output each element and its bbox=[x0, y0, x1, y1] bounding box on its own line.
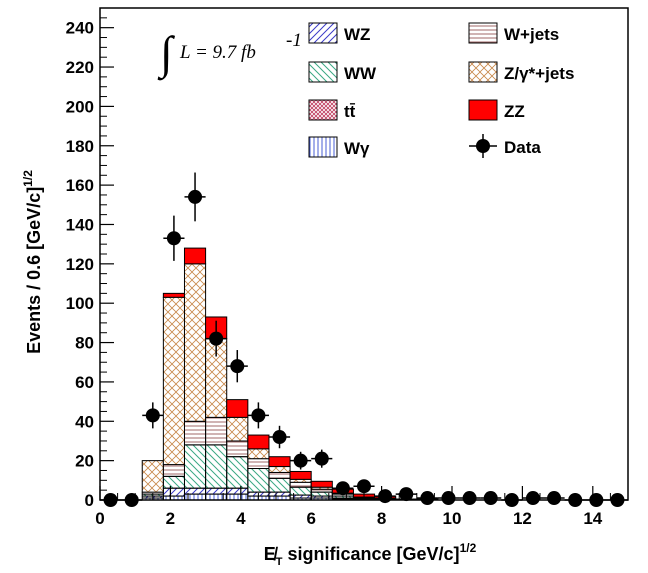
data-point-4 bbox=[184, 172, 206, 222]
y-axis-label-sup: 1/2 bbox=[21, 170, 35, 187]
y-tick-label-1: 20 bbox=[75, 452, 94, 471]
y-tick-label-5: 100 bbox=[66, 294, 94, 313]
bar-zz-7 bbox=[268, 456, 291, 468]
bar-zz-9 bbox=[310, 480, 333, 488]
x-axis-label-main: E̸ bbox=[264, 544, 279, 564]
bar-ww-2 bbox=[162, 475, 185, 489]
bar-dy-7 bbox=[268, 466, 291, 473]
y-tick-label-9: 180 bbox=[66, 137, 94, 156]
bar-wjets-6 bbox=[247, 458, 270, 470]
x-tick-label-0: 0 bbox=[95, 509, 104, 528]
data-point-6 bbox=[226, 350, 248, 383]
x-tick-label-6: 12 bbox=[513, 509, 532, 528]
luminosity-exponent: -1 bbox=[286, 30, 302, 51]
bar-wjets-5 bbox=[226, 440, 249, 458]
bar-dy-6 bbox=[247, 448, 270, 460]
legend-label-ww: WW bbox=[344, 64, 377, 83]
data-point-12 bbox=[353, 479, 375, 494]
data-point-10 bbox=[311, 449, 333, 468]
legend-label-wz: WZ bbox=[344, 25, 370, 44]
data-points bbox=[100, 172, 628, 507]
legend-label-data: Data bbox=[504, 138, 541, 157]
y-axis-label: Events / 0.6 [GeV/c]1/2 bbox=[21, 170, 44, 354]
legend-swatch-wz bbox=[308, 22, 338, 44]
bar-dy-3 bbox=[183, 263, 207, 422]
legend-swatch-zgamma-jets bbox=[468, 61, 498, 83]
bar-wjets-4 bbox=[205, 416, 228, 446]
bar-wz-7 bbox=[268, 491, 291, 497]
data-point-8 bbox=[268, 425, 291, 449]
legend-label-zgamma-jets: Z/γ*+jets bbox=[504, 64, 574, 83]
stacked-bars bbox=[141, 247, 439, 501]
legend: WZ WW tt̄ Wγ W+jets Z/γ*+jets ZZ Data bbox=[308, 22, 574, 158]
y-tick-label-8: 160 bbox=[66, 176, 94, 195]
x-tick-label-2: 4 bbox=[236, 509, 246, 528]
bar-wz-5 bbox=[226, 487, 249, 495]
integral-symbol: ∫ bbox=[157, 27, 175, 81]
data-point-18 bbox=[480, 491, 502, 506]
bar-zz-8 bbox=[289, 470, 312, 480]
y-tick-label-4: 80 bbox=[75, 334, 94, 353]
x-axis-label-sub: T bbox=[276, 556, 283, 568]
bar-dy-2 bbox=[162, 296, 185, 466]
bar-ww-3 bbox=[183, 444, 207, 489]
bar-dy-5 bbox=[226, 416, 249, 442]
legend-swatch-tt bbox=[308, 99, 338, 121]
x-axis-label-rest: significance [GeV/c] bbox=[283, 544, 460, 564]
bar-dy-1 bbox=[141, 460, 164, 493]
y-tick-label-0: 0 bbox=[85, 491, 94, 510]
bar-ww-6 bbox=[247, 468, 270, 493]
luminosity-text: L = 9.7 fb bbox=[179, 42, 256, 63]
axes: 0 2 4 6 8 10 12 1402040608010012014016018020022… bbox=[66, 17, 611, 528]
bar-wz-2 bbox=[162, 487, 185, 497]
bar-wjets-3 bbox=[183, 420, 207, 446]
data-point-21 bbox=[543, 491, 565, 506]
y-tick-label-2: 40 bbox=[75, 412, 94, 431]
bar-zz-3 bbox=[183, 247, 207, 265]
legend-swatch-zz bbox=[468, 99, 498, 121]
x-axis-label: E̸T significance [GeV/c]1/2 bbox=[264, 541, 477, 568]
bar-ww-4 bbox=[205, 444, 228, 489]
legend-label-tt: tt̄ bbox=[344, 102, 356, 121]
data-point-7 bbox=[247, 402, 269, 429]
x-tick-label-4: 8 bbox=[377, 509, 386, 528]
y-tick-label-3: 60 bbox=[75, 373, 94, 392]
luminosity-annotation: ∫ L = 9.7 fb -1 bbox=[157, 27, 302, 81]
bar-wjets-7 bbox=[268, 471, 291, 479]
legend-label-zz: ZZ bbox=[504, 102, 525, 121]
data-point-2 bbox=[142, 402, 164, 429]
bar-ww-5 bbox=[226, 456, 249, 489]
bar-zz-2 bbox=[162, 292, 185, 298]
legend-label-wjets: W+jets bbox=[504, 25, 559, 44]
legend-label-wgamma: Wγ bbox=[344, 139, 370, 158]
x-tick-label-1: 2 bbox=[166, 509, 175, 528]
x-axis-label-sup: 1/2 bbox=[460, 541, 477, 555]
y-axis-label-main: Events / 0.6 [GeV/c] bbox=[24, 187, 44, 354]
legend-swatch-wjets bbox=[468, 22, 498, 44]
data-point-9 bbox=[290, 451, 312, 470]
data-point-11 bbox=[332, 481, 354, 496]
data-point-13 bbox=[374, 489, 396, 504]
bar-wg-5 bbox=[226, 493, 249, 501]
legend-swatch-wgamma bbox=[308, 136, 338, 158]
legend-swatch-ww bbox=[308, 61, 338, 83]
x-tick-label-3: 6 bbox=[306, 509, 315, 528]
bar-zz-6 bbox=[247, 434, 270, 450]
bar-wjets-8 bbox=[289, 481, 312, 488]
data-point-5 bbox=[205, 320, 227, 357]
x-tick-label-5: 10 bbox=[443, 509, 462, 528]
y-tick-label-11: 220 bbox=[66, 58, 94, 77]
legend-swatch-data bbox=[469, 134, 497, 158]
bar-zz-5 bbox=[226, 399, 249, 418]
y-tick-label-12: 240 bbox=[66, 19, 94, 38]
bar-ww-7 bbox=[268, 477, 291, 493]
y-tick-label-6: 120 bbox=[66, 255, 94, 274]
x-tick-label-7: 14 bbox=[583, 509, 602, 528]
data-point-16 bbox=[437, 491, 460, 506]
bar-wjets-2 bbox=[162, 464, 185, 477]
y-tick-label-7: 140 bbox=[66, 215, 94, 234]
data-point-3 bbox=[163, 215, 185, 261]
y-tick-label-10: 200 bbox=[66, 97, 94, 116]
